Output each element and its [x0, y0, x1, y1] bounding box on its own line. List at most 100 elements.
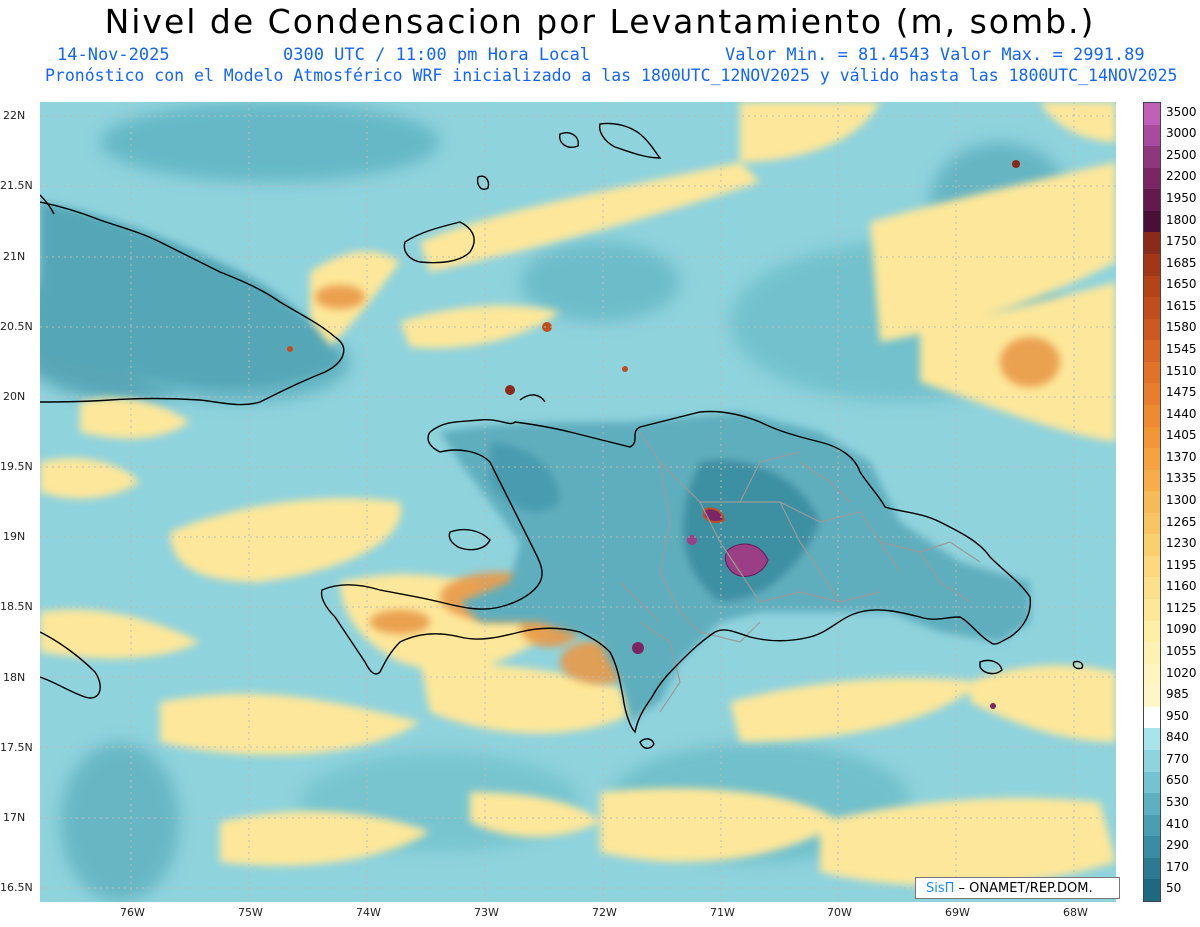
- colorbar-segment: [1144, 836, 1160, 859]
- colorbar-segment: [1144, 361, 1160, 384]
- colorbar-segment: [1144, 426, 1160, 449]
- colorbar-segment: [1144, 167, 1160, 190]
- lat-label-22n: 22N: [3, 109, 26, 122]
- colorbar-segment: [1144, 555, 1160, 578]
- colorbar-segment: [1144, 189, 1160, 212]
- colorbar-label: 650: [1166, 773, 1189, 788]
- colorbar-label: 1230: [1166, 536, 1197, 551]
- colorbar-label: 1475: [1166, 385, 1197, 400]
- colorbar-segment: [1144, 620, 1160, 643]
- colorbar-segment: [1144, 383, 1160, 406]
- colorbar-label: 1650: [1166, 277, 1197, 292]
- colorbar-segment: [1144, 857, 1160, 880]
- lon-label-72w: 72W: [592, 906, 617, 919]
- colorbar-segment: [1144, 599, 1160, 622]
- lat-label-17-5n: 17.5N: [0, 741, 33, 754]
- credit-text: – ONAMET/REP.DOM.: [954, 881, 1093, 896]
- colorbar-segment: [1144, 124, 1160, 147]
- coastlines: [40, 122, 1084, 749]
- colorbar-segment: [1144, 297, 1160, 320]
- colorbar-segment: [1144, 404, 1160, 427]
- lon-label-74w: 74W: [356, 906, 381, 919]
- minmax-label: Valor Min. = 81.4543 Valor Max. = 2991.8…: [725, 45, 1145, 65]
- colorbar-segment: [1144, 340, 1160, 363]
- lat-label-19-5n: 19.5N: [0, 460, 33, 473]
- colorbar-segment: [1144, 318, 1160, 341]
- lat-label-18n: 18N: [3, 671, 26, 684]
- colorbar-segment: [1144, 512, 1160, 535]
- colorbar-label: 1300: [1166, 493, 1197, 507]
- colorbar-segment: [1144, 793, 1160, 816]
- map-panel: [40, 102, 1116, 902]
- lat-label-20n: 20N: [3, 390, 26, 403]
- lon-label-71w: 71W: [710, 906, 735, 919]
- colorbar-label: 170: [1166, 859, 1189, 874]
- date-label: 14-Nov-2025: [57, 45, 170, 65]
- map-title: Nivel de Condensacion por Levantamiento …: [104, 2, 1096, 41]
- colorbar-label: 770: [1166, 751, 1189, 766]
- colorbar-segment: [1144, 534, 1160, 557]
- lon-label-76w: 76W: [120, 906, 145, 919]
- lat-label-16-5n: 16.5N: [0, 881, 33, 894]
- colorbar-label: 950: [1166, 708, 1189, 723]
- province-borders: [619, 431, 981, 713]
- colorbar-label: 50: [1166, 881, 1182, 896]
- colorbar-label: 3000: [1166, 126, 1197, 141]
- colorbar-label: 1160: [1166, 579, 1197, 594]
- colorbar-label: 1545: [1166, 342, 1197, 357]
- colorbar-segment: [1144, 771, 1160, 794]
- colorbar-segment: [1144, 814, 1160, 837]
- colorbar-segment: [1144, 750, 1160, 773]
- colorbar-label: 1750: [1166, 234, 1197, 249]
- colorbar-label: 985: [1166, 687, 1189, 702]
- colorbar-label: 1440: [1166, 406, 1197, 421]
- colorbar-label: 840: [1166, 730, 1189, 745]
- lat-label-17n: 17N: [3, 811, 26, 824]
- colorbar-label: 530: [1166, 794, 1189, 809]
- colorbar-segment: [1144, 232, 1160, 255]
- colorbar-segment: [1144, 577, 1160, 600]
- colorbar-label: 1685: [1166, 255, 1197, 270]
- colorbar-segment: [1144, 469, 1160, 492]
- lcl-map: [40, 102, 1116, 902]
- colorbar-segment: [1144, 706, 1160, 729]
- colorbar-label: 1335: [1166, 471, 1197, 486]
- colorbar-label: 1800: [1166, 212, 1197, 227]
- colorbar-label: 1580: [1166, 320, 1197, 335]
- colorbar-segment: [1144, 728, 1160, 751]
- lon-label-68w: 68W: [1063, 906, 1088, 919]
- colorbar-segment: [1144, 491, 1160, 514]
- colorbar-label: 1090: [1166, 622, 1197, 637]
- lat-label-20-5n: 20.5N: [0, 320, 33, 333]
- colorbar-segment: [1144, 685, 1160, 708]
- graticule: [40, 102, 1116, 902]
- colorbar-label: 1405: [1166, 428, 1197, 443]
- colorbar-label: 1615: [1166, 298, 1197, 313]
- lon-label-75w: 75W: [238, 906, 263, 919]
- sis-logo-text: SisΠ: [926, 881, 955, 896]
- lon-label-73w: 73W: [474, 906, 499, 919]
- colorbar-label: 1195: [1166, 557, 1197, 572]
- lat-label-21n: 21N: [3, 250, 26, 263]
- colorbar-segment: [1144, 275, 1160, 298]
- colorbar: [1143, 102, 1161, 902]
- colorbar-segment: [1144, 103, 1160, 126]
- colorbar-label: 1020: [1166, 665, 1197, 680]
- colorbar-segment: [1144, 448, 1160, 471]
- colorbar-label: 290: [1166, 838, 1189, 853]
- credit-box: SisΠ – ONAMET/REP.DOM.: [915, 877, 1120, 899]
- lon-label-70w: 70W: [827, 906, 852, 919]
- high-lcl-bands: [40, 102, 1116, 886]
- lat-label-19n: 19N: [3, 530, 26, 543]
- colorbar-label: 2200: [1166, 169, 1197, 184]
- colorbar-segment: [1144, 210, 1160, 233]
- colorbar-label: 2500: [1166, 147, 1197, 162]
- colorbar-segment: [1144, 146, 1160, 169]
- colorbar-label: 1125: [1166, 600, 1197, 615]
- colorbar-label: 1950: [1166, 191, 1197, 206]
- colorbar-segment: [1144, 663, 1160, 686]
- colorbar-segment: [1144, 253, 1160, 277]
- colorbar-label: 1265: [1166, 514, 1197, 529]
- colorbar-label: 1510: [1166, 363, 1197, 378]
- colorbar-label: 3500: [1166, 104, 1197, 119]
